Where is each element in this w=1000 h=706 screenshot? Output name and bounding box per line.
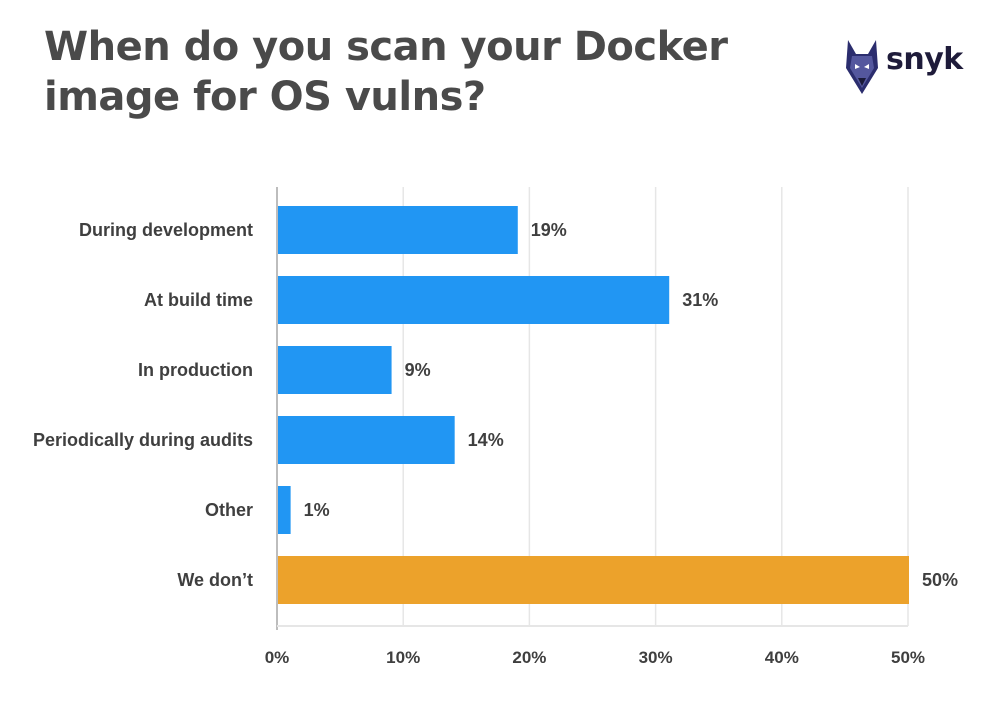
bars xyxy=(278,206,909,604)
bar xyxy=(278,556,909,604)
bar xyxy=(278,416,455,464)
category-label: Other xyxy=(205,500,253,520)
x-tick-label: 0% xyxy=(265,648,290,667)
axes xyxy=(276,187,908,630)
category-labels: During development At build time In produc… xyxy=(33,220,253,590)
x-tick-labels: 0% 10% 20% 30% 40% 50% xyxy=(265,648,925,667)
x-tick-label: 10% xyxy=(386,648,420,667)
bar xyxy=(278,486,291,534)
category-label: We don’t xyxy=(177,570,253,590)
value-labels: 19% 31% 9% 14% 1% 50% xyxy=(304,220,958,590)
grid-lines xyxy=(402,187,909,626)
bar xyxy=(278,276,670,324)
value-label: 9% xyxy=(405,360,431,380)
value-label: 1% xyxy=(304,500,330,520)
bar xyxy=(278,206,518,254)
snyk-dog-logo-icon xyxy=(846,40,878,94)
x-tick-label: 50% xyxy=(891,648,925,667)
value-label: 31% xyxy=(682,290,718,310)
value-label: 14% xyxy=(468,430,504,450)
category-label: During development xyxy=(79,220,253,240)
x-tick-label: 20% xyxy=(512,648,546,667)
x-tick-label: 30% xyxy=(639,648,673,667)
category-label: At build time xyxy=(144,290,253,310)
value-label: 19% xyxy=(531,220,567,240)
chart-title: When do you scan your Docker image for O… xyxy=(44,24,728,120)
x-tick-label: 40% xyxy=(765,648,799,667)
category-label: In production xyxy=(138,360,253,380)
value-label: 50% xyxy=(922,570,958,590)
category-label: Periodically during audits xyxy=(33,430,253,450)
snyk-logo: snyk xyxy=(842,38,972,98)
bar xyxy=(278,346,392,394)
snyk-logo-text: snyk xyxy=(886,42,963,77)
